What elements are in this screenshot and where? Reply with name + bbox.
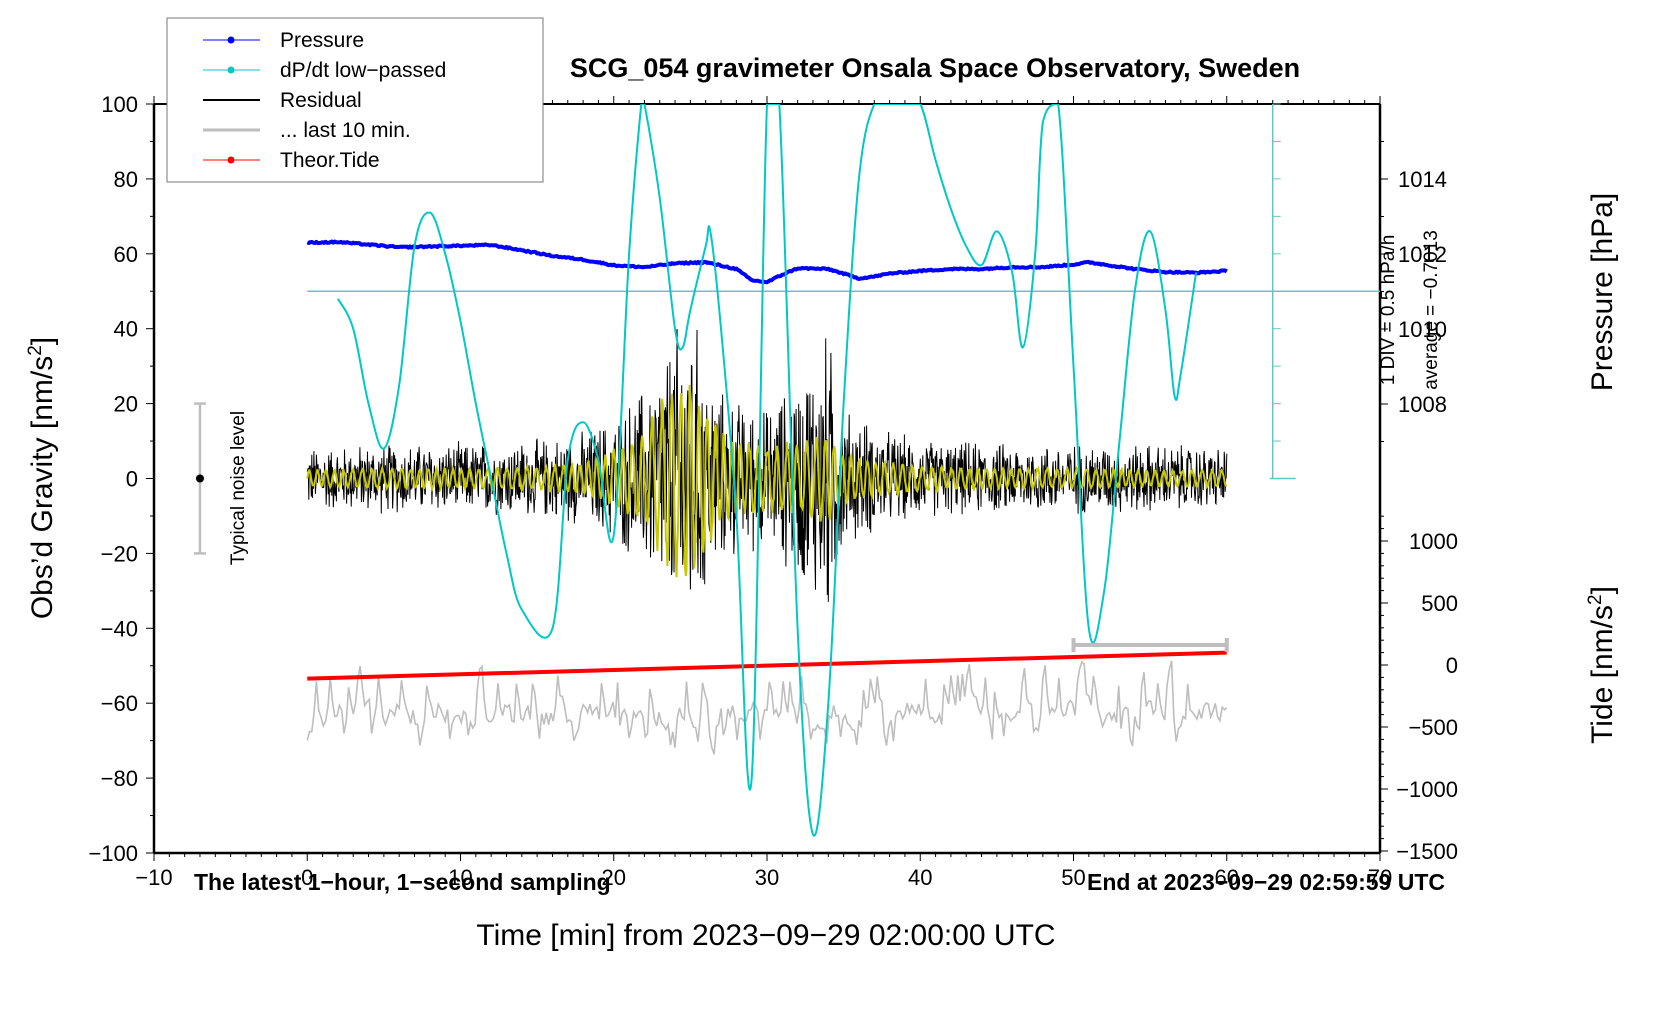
pressure-tick-label: 1008: [1398, 392, 1447, 417]
dpdt-layer: [337, 104, 1198, 837]
y-axis-title-end: ]: [26, 337, 59, 345]
tide-tick-label: 500: [1421, 591, 1458, 616]
y-tick-label: 80: [114, 167, 138, 192]
dpdt-line: [337, 104, 1198, 837]
tide-tick-label: −1000: [1396, 777, 1458, 802]
pressure-tick-label: 1010: [1398, 317, 1447, 342]
end-time-note: End at 2023−09−29 02:59:59 UTC: [1087, 869, 1445, 895]
tide-layer: [307, 650, 1227, 681]
y-tick-label: −60: [101, 691, 138, 716]
x-tick-label: 50: [1061, 865, 1085, 890]
noise-level-layer: [193, 402, 206, 555]
dpdt-scale-layer: [1269, 103, 1296, 480]
x-tick-label: 40: [908, 865, 932, 890]
y-tick-label: −100: [88, 841, 138, 866]
x-tick-label: 60: [1215, 865, 1239, 890]
x-axis-ticks: −10 0 10 20 30 40 50 60 70: [135, 96, 1392, 890]
legend-dot-dpdt: [227, 66, 235, 74]
dpdt-average-label: average = −0.7013: [1421, 230, 1442, 390]
x-axis-title: Time [min] from 2023−09−29 02:00:00 UTC: [476, 919, 1055, 952]
chart-title: SCG_054 gravimeter Onsala Space Observat…: [570, 53, 1300, 83]
legend: Pressure dP/dt low−passed Residual ... l…: [166, 17, 544, 183]
y-tick-label: −40: [101, 616, 138, 641]
x-tick-label: 30: [755, 865, 779, 890]
last-10-min-layer: [306, 660, 1228, 755]
y-axis-title-sup: 2: [25, 345, 46, 356]
legend-item-residual: Residual: [203, 89, 362, 112]
dpdt-scale-label: 1 DIV = 0.5 hPa/h: [1378, 235, 1399, 386]
legend-label-pressure: Pressure: [280, 29, 364, 52]
tide-tick-label: 1000: [1409, 529, 1458, 554]
tide-tick-label: 0: [1446, 653, 1458, 678]
y-tick-label: −20: [101, 541, 138, 566]
pressure-layer: [306, 239, 1228, 285]
x-tick-label: 20: [602, 865, 626, 890]
tide-axis-title-end: ]: [1586, 586, 1619, 594]
tide-axis-title-sup: 2: [1585, 594, 1606, 605]
tide-axis-title: Tide [nm/s2]: [1585, 586, 1619, 744]
tide-line: [307, 650, 1227, 681]
legend-item-pressure: Pressure: [203, 29, 364, 52]
noise-level-label: Typical noise level: [228, 411, 249, 565]
y-tick-label: 100: [101, 92, 138, 117]
pressure-axis-title: Pressure [hPa]: [1586, 193, 1619, 391]
legend-label-last10: ... last 10 min.: [280, 119, 411, 142]
legend-item-last10: ... last 10 min.: [203, 119, 411, 142]
y-tick-label: 0: [126, 467, 138, 492]
pressure-axis-ticks: 1014 1012 1010 1008: [1380, 141, 1447, 442]
residual-filtered-layer: [306, 384, 1228, 578]
noise-center-dot: [195, 474, 204, 483]
tide-tick-label: −500: [1408, 715, 1458, 740]
last-10-min-line: [306, 660, 1228, 755]
legend-item-dpdt: dP/dt low−passed: [203, 59, 446, 82]
y-axis-title-main: Obs’d Gravity [nm/s: [26, 356, 59, 619]
y-axis-ticks: 100 80 60 40 20 0 −20 −40 −60 −80 −100: [88, 92, 154, 866]
legend-label-dpdt: dP/dt low−passed: [280, 59, 446, 82]
pressure-tick-label: 1012: [1398, 242, 1447, 267]
last-10-min-bar-layer: [1071, 638, 1229, 652]
tide-tick-label: −1500: [1396, 839, 1458, 864]
pressure-tick-label: 1014: [1398, 167, 1447, 192]
y-tick-label: −80: [101, 766, 138, 791]
x-tick-label: −10: [135, 865, 172, 890]
x-tick-label: 70: [1368, 865, 1392, 890]
legend-item-tide: Theor.Tide: [203, 149, 380, 172]
y-tick-label: 20: [114, 392, 138, 417]
pressure-line: [306, 239, 1228, 285]
y-tick-label: 60: [114, 242, 138, 267]
y-axis-title: Obs’d Gravity [nm/s2]: [25, 337, 59, 619]
legend-label-residual: Residual: [280, 89, 362, 112]
y-tick-label: 40: [114, 317, 138, 342]
x-tick-label: 0: [301, 865, 313, 890]
tide-axis-ticks: 1000 500 0 −500 −1000 −1500: [1380, 515, 1458, 864]
legend-label-tide: Theor.Tide: [280, 149, 380, 172]
tide-axis-title-main: Tide [nm/s: [1586, 605, 1619, 744]
residual-filtered-line: [306, 384, 1228, 578]
legend-dot-pressure: [227, 36, 235, 44]
x-tick-label: 10: [448, 865, 472, 890]
legend-dot-tide: [227, 156, 235, 164]
sampling-note: The latest 1−hour, 1−second sampling: [194, 869, 611, 895]
